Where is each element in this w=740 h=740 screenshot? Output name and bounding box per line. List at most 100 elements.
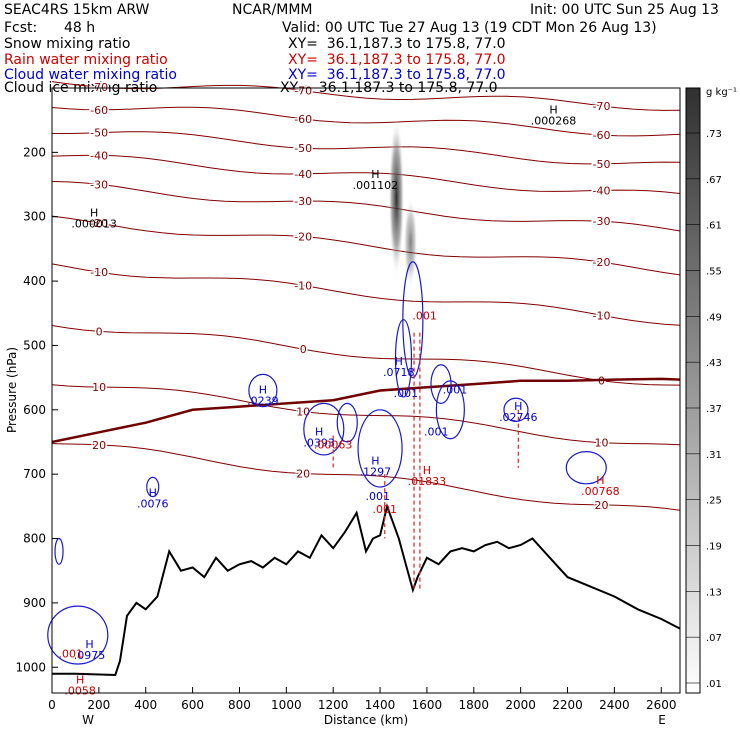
maximum-label: .001 bbox=[372, 503, 397, 516]
x-end-label-west: W bbox=[82, 713, 94, 727]
contour-label: 0 bbox=[96, 325, 103, 338]
colorbar-label: .73 bbox=[706, 129, 722, 140]
cloud-water-contour bbox=[303, 402, 345, 456]
field-name-rain: Rain water mixing ratio bbox=[4, 52, 168, 68]
colorbar-label: .61 bbox=[706, 221, 722, 232]
fcst-label: Fcst: bbox=[4, 20, 38, 36]
colorbar-label: .67 bbox=[706, 175, 722, 186]
freezing-level-line bbox=[51, 377, 681, 444]
y-tick-label: 900 bbox=[23, 596, 46, 610]
cloud-water-contour bbox=[146, 476, 160, 498]
contour-label: -20 bbox=[90, 217, 108, 230]
valid-time: Valid: 00 UTC Tue 27 Aug 13 (19 CDT Mon … bbox=[282, 20, 657, 36]
snow-shading bbox=[388, 117, 405, 278]
x-tick-label: 0 bbox=[48, 698, 56, 712]
cloud-water-contour bbox=[248, 373, 278, 408]
x-tick-label: 1600 bbox=[412, 698, 443, 712]
colorbar-label: .55 bbox=[706, 267, 722, 278]
contour-label: -10 bbox=[294, 279, 312, 292]
maximum-label: .00063 bbox=[314, 438, 353, 451]
y-tick-label: 600 bbox=[23, 403, 46, 417]
field-name-cloud-water: Cloud water mixing ratio bbox=[4, 67, 177, 83]
x-tick-label: 200 bbox=[87, 698, 110, 712]
contour-label: 10 bbox=[595, 437, 609, 450]
maximum-label: .001 bbox=[443, 384, 468, 397]
temperature-contour bbox=[51, 325, 681, 386]
colorbar-label: .43 bbox=[706, 358, 722, 369]
contour-label: 10 bbox=[92, 381, 106, 394]
model-title: SEAC4RS 15km ARW bbox=[4, 2, 150, 18]
contour-label: -50 bbox=[90, 127, 108, 140]
field-xy-snow: XY= 36.1,187.3 to 175.8, 77.0 bbox=[288, 36, 506, 52]
fcst-value: 48 h bbox=[64, 20, 96, 36]
maximum-label: H .0393 bbox=[303, 426, 335, 450]
temperature-contour bbox=[51, 263, 681, 326]
maximum-label: .001 bbox=[412, 310, 437, 323]
y-tick-label: 500 bbox=[23, 338, 46, 352]
colorbar-label: .37 bbox=[706, 404, 722, 415]
temperature-contour bbox=[51, 81, 681, 111]
contour-label: -60 bbox=[593, 129, 611, 142]
y-tick-label: 800 bbox=[23, 532, 46, 546]
x-tick-label: 1800 bbox=[459, 698, 490, 712]
contour-label: -40 bbox=[294, 168, 312, 181]
contour-label: -20 bbox=[294, 231, 312, 244]
contour-label: -30 bbox=[90, 178, 108, 191]
contour-label: -10 bbox=[90, 266, 108, 279]
contour-label: 20 bbox=[92, 439, 106, 452]
maximum-label: H .0076 bbox=[137, 487, 169, 511]
contour-label: -50 bbox=[593, 158, 611, 171]
cloud-water-contour bbox=[503, 397, 529, 422]
maximum-label: H .0718 bbox=[383, 355, 415, 379]
y-tick-label: 200 bbox=[23, 145, 46, 159]
y-tick-label: 300 bbox=[23, 210, 46, 224]
temperature-contour bbox=[51, 384, 681, 446]
colorbar-label: .31 bbox=[706, 450, 722, 461]
cloud-water-contour bbox=[394, 319, 413, 398]
contour-label: -30 bbox=[294, 195, 312, 208]
maximum-label: H .000268 bbox=[531, 104, 577, 128]
cloud-water-contour bbox=[336, 402, 358, 443]
y-tick-label: 400 bbox=[23, 274, 46, 288]
y-axis-title: Pressure (hPa) bbox=[5, 347, 19, 433]
cloud-water-contour bbox=[565, 451, 607, 485]
temperature-contour bbox=[51, 443, 681, 511]
contour-label: -10 bbox=[593, 309, 611, 322]
contour-label: 20 bbox=[595, 499, 609, 512]
x-tick-label: 800 bbox=[228, 698, 251, 712]
maximum-label: H .01833 bbox=[408, 464, 447, 488]
colorbar-label: .49 bbox=[706, 312, 722, 323]
terrain-line bbox=[52, 502, 681, 677]
field-name-snow: Snow mixing ratio bbox=[4, 36, 131, 52]
maximum-label: H .001102 bbox=[353, 168, 399, 192]
field-xy-cloud-water: XY= 36.1,187.3 to 175.8, 77.0 bbox=[288, 67, 506, 83]
contour-label: -50 bbox=[294, 142, 312, 155]
colorbar-unit: g kg⁻¹ bbox=[706, 87, 737, 98]
x-tick-label: 2000 bbox=[505, 698, 536, 712]
contour-label: 0 bbox=[300, 343, 307, 356]
temperature-contour bbox=[51, 181, 681, 232]
maximum-label: H .000013 bbox=[71, 207, 117, 231]
x-tick-label: 1000 bbox=[271, 698, 302, 712]
cloud-water-contour bbox=[54, 537, 64, 565]
contour-label: -30 bbox=[593, 215, 611, 228]
x-end-label-east: E bbox=[658, 713, 666, 727]
org-label: NCAR/MMM bbox=[232, 2, 313, 18]
x-tick-label: 600 bbox=[181, 698, 204, 712]
contour-label: -40 bbox=[90, 149, 108, 162]
contour-label: -40 bbox=[593, 184, 611, 197]
maximum-label: H .0975 bbox=[74, 638, 106, 662]
colorbar-label: .19 bbox=[706, 542, 722, 553]
temperature-contour bbox=[52, 131, 681, 165]
x-tick-label: 1400 bbox=[365, 698, 396, 712]
x-tick-label: 2200 bbox=[552, 698, 583, 712]
maximum-label: H .1297 bbox=[360, 455, 392, 479]
colorbar-label: .13 bbox=[706, 587, 722, 598]
contour-label: 10 bbox=[296, 406, 310, 419]
temperature-contour bbox=[51, 106, 681, 137]
maximum-label: .001 bbox=[365, 490, 390, 503]
contour-label: 20 bbox=[296, 468, 310, 481]
colorbar-label: .01 bbox=[706, 679, 722, 690]
contour-label: -70 bbox=[593, 100, 611, 113]
